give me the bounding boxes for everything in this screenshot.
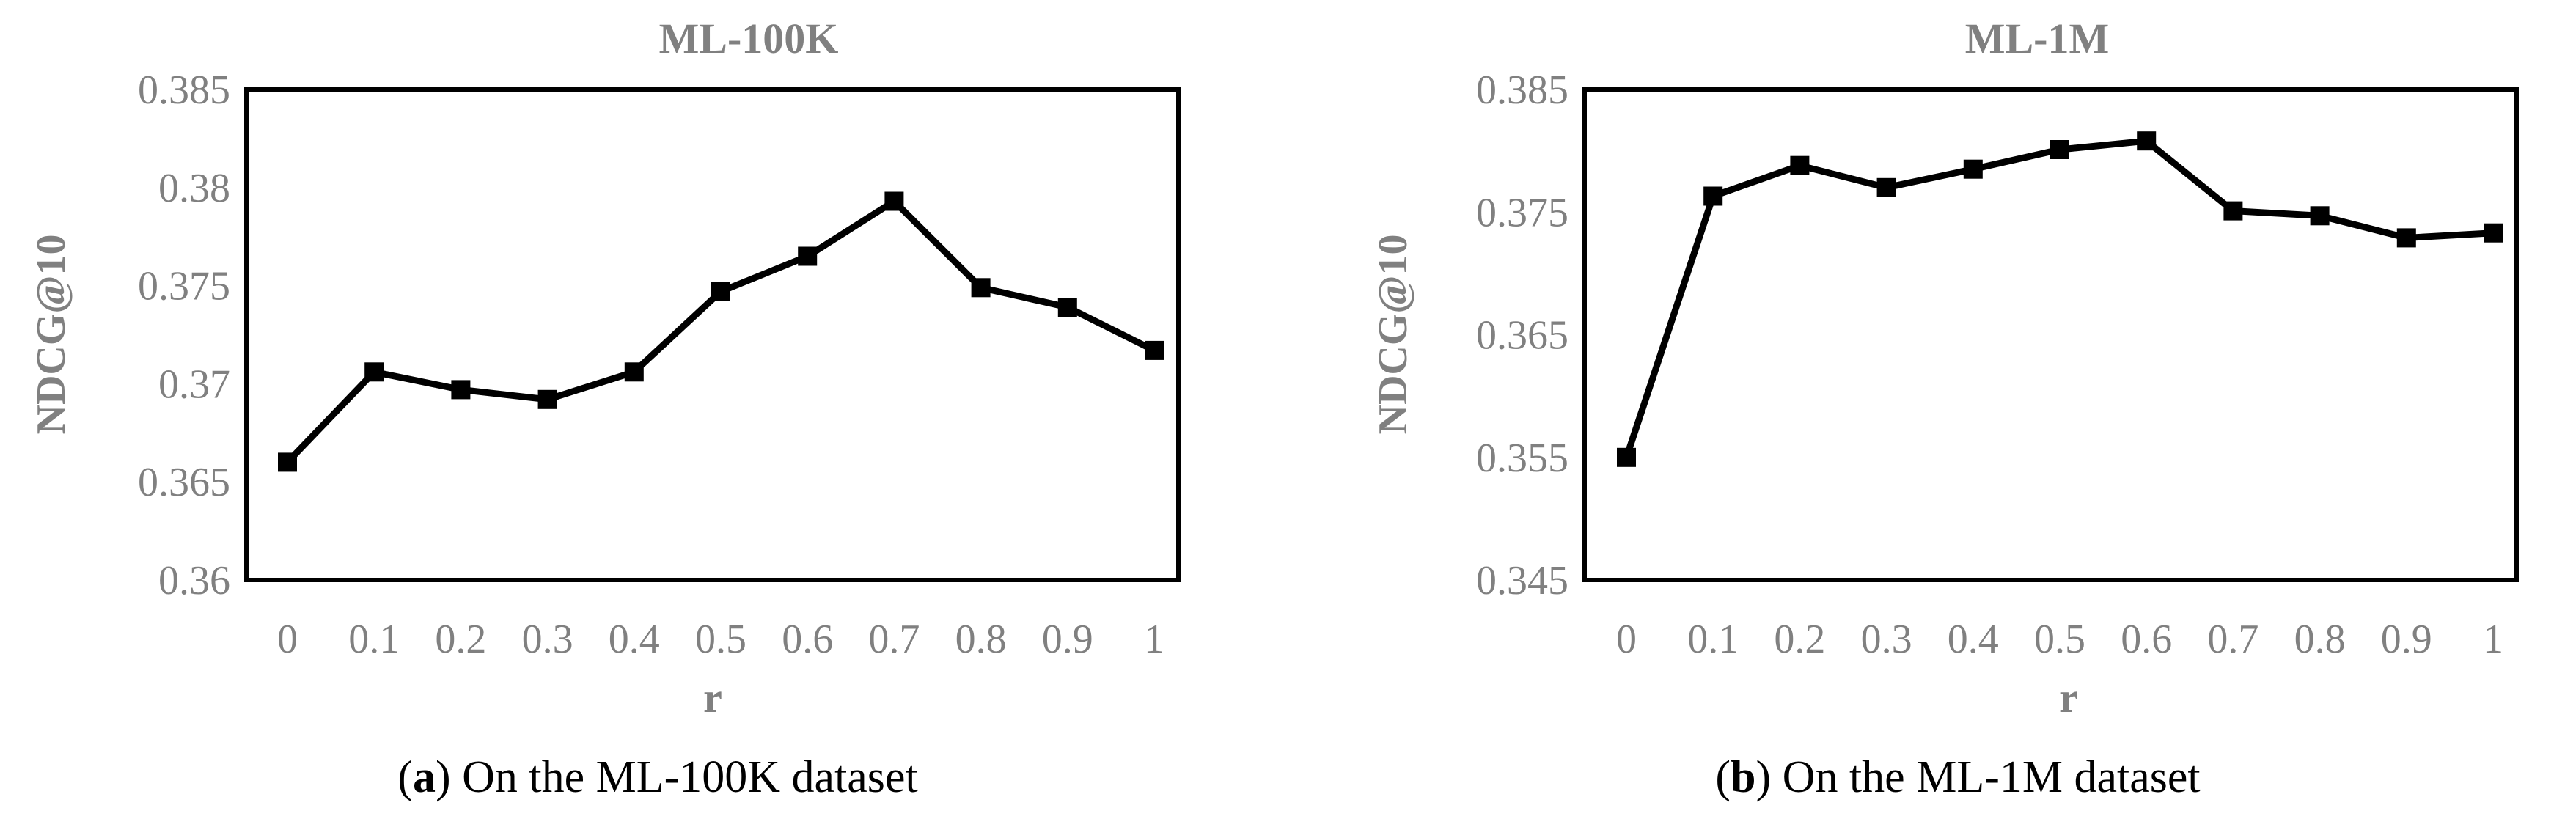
chart-title-a: ML-100K [659, 15, 839, 62]
y-tick-label: 0.385 [1476, 67, 1568, 113]
data-point-marker [2137, 131, 2157, 151]
y-tick-label: 0.375 [138, 264, 230, 309]
plot-frame-b [1582, 87, 2519, 582]
y-tick-label: 0.37 [158, 361, 230, 407]
data-point-marker [971, 278, 991, 298]
y-tick-label: 0.345 [1476, 558, 1568, 603]
x-tick-label: 0.8 [2294, 617, 2346, 662]
data-point-marker [1145, 340, 1164, 360]
y-tick-label: 0.375 [1476, 190, 1568, 235]
x-tick-label: 0.7 [868, 617, 920, 662]
series-line-a [285, 198, 1156, 465]
data-point-marker [2310, 206, 2330, 226]
data-point-marker [884, 191, 904, 211]
x-axis-label-a: r [703, 674, 722, 721]
caption-letter-a: a [413, 752, 436, 802]
caption-a: (a) On the ML-100K dataset [397, 752, 917, 802]
data-point-marker [1057, 298, 1077, 317]
x-tick-label: 0.4 [609, 617, 660, 662]
y-tick-label: 0.38 [158, 166, 230, 211]
data-point-marker [1790, 155, 1810, 175]
x-tick-label: 1 [2483, 617, 2503, 662]
data-point-marker [2484, 223, 2503, 243]
data-point-marker [798, 246, 818, 266]
data-point-marker [2223, 201, 2243, 221]
data-point-marker [451, 380, 471, 400]
x-tick-label: 0.7 [2207, 617, 2258, 662]
y-tick-label: 0.36 [158, 558, 230, 603]
x-tick-label: 0.3 [1861, 617, 1912, 662]
y-tick-label: 0.365 [1476, 313, 1568, 359]
x-tick-labels-b: 0 0.1 0.2 0.3 0.4 0.5 0.6 0.7 0.8 0.9 1 [1616, 617, 2503, 662]
x-tick-label: 0.6 [782, 617, 833, 662]
markers-b [1617, 131, 2503, 467]
caption-text-b: On the ML-1M dataset [1783, 752, 2201, 802]
x-tick-label: 0.1 [1687, 617, 1739, 662]
x-tick-label: 0.9 [2381, 617, 2432, 662]
data-point-marker [364, 362, 384, 382]
x-tick-label: 0.5 [2034, 617, 2085, 662]
y-tick-label: 0.355 [1476, 436, 1568, 481]
y-tick-labels-b: 0.345 0.355 0.365 0.375 0.385 [1476, 67, 1568, 603]
x-tick-label: 0.8 [955, 617, 1007, 662]
x-tick-label: 0.9 [1042, 617, 1093, 662]
data-point-marker [537, 389, 557, 409]
data-point-marker [278, 452, 297, 472]
x-tick-label: 0.2 [1774, 617, 1825, 662]
data-point-marker [1617, 447, 1636, 467]
x-tick-label: 0.6 [2121, 617, 2172, 662]
series-line-b [1623, 137, 2494, 459]
x-tick-label: 0 [277, 617, 298, 662]
y-tick-labels-a: 0.36 0.365 0.37 0.375 0.38 0.385 [138, 67, 230, 603]
data-point-marker [711, 282, 730, 301]
data-point-marker [2396, 228, 2416, 248]
data-point-marker [2050, 140, 2069, 159]
x-tick-label: 0.2 [435, 617, 486, 662]
data-point-marker [1963, 159, 1983, 179]
x-tick-labels-a: 0 0.1 0.2 0.3 0.4 0.5 0.6 0.7 0.8 0.9 1 [277, 617, 1164, 662]
chart-title-b: ML-1M [1965, 15, 2110, 62]
data-point-marker [1703, 186, 1723, 206]
plot-frame-a [244, 87, 1181, 582]
x-tick-label: 0.1 [348, 617, 400, 662]
x-tick-label: 0.3 [522, 617, 573, 662]
x-tick-label: 1 [1144, 617, 1164, 662]
chart-panel-a: ML-100K 0.36 0.365 0.37 0.375 0.38 0.385 0 0.1… [29, 15, 1181, 802]
y-axis-label-b: NDCG@10 [1370, 235, 1416, 435]
caption-letter-b: b [1731, 752, 1755, 802]
x-axis-label-b: r [2059, 674, 2078, 721]
markers-a [278, 191, 1164, 472]
data-point-marker [624, 362, 644, 382]
y-tick-label: 0.385 [138, 67, 230, 113]
caption-b: (b) On the ML-1M dataset [1715, 752, 2200, 802]
data-point-marker [1876, 177, 1896, 197]
caption-text-a: On the ML-100K dataset [462, 752, 918, 802]
y-tick-label: 0.365 [138, 460, 230, 505]
x-tick-label: 0 [1616, 617, 1637, 662]
x-tick-label: 0.4 [1948, 617, 1999, 662]
y-axis-label-a: NDCG@10 [29, 235, 74, 435]
x-tick-label: 0.5 [695, 617, 746, 662]
